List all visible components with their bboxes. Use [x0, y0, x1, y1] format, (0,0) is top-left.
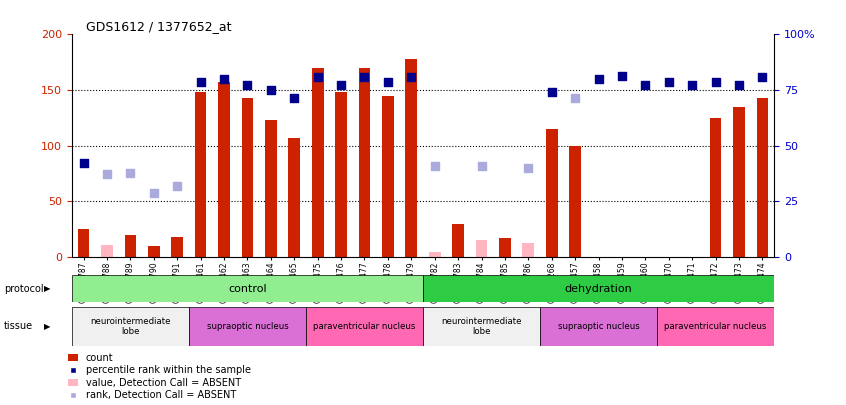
Bar — [756, 98, 768, 257]
Bar — [453, 224, 464, 257]
Bar — [265, 120, 277, 257]
Point — [240, 81, 254, 88]
Text: GDS1612 / 1377652_at: GDS1612 / 1377652_at — [86, 20, 232, 33]
Bar — [306, 307, 423, 346]
Text: dehydration: dehydration — [564, 284, 633, 294]
Point — [358, 74, 371, 80]
Text: supraoptic nucleus: supraoptic nucleus — [206, 322, 288, 331]
Bar — [288, 138, 300, 257]
Point — [569, 95, 582, 101]
Text: neurointermediate
lobe: neurointermediate lobe — [91, 317, 171, 336]
Point — [685, 81, 699, 88]
Point — [404, 74, 418, 80]
Bar — [359, 68, 371, 257]
Bar — [546, 129, 558, 257]
Point — [311, 74, 325, 80]
Bar — [382, 96, 393, 257]
Text: neurointermediate
lobe: neurointermediate lobe — [442, 317, 522, 336]
Point — [170, 183, 184, 189]
Point — [100, 171, 113, 177]
Bar — [124, 235, 136, 257]
Text: ▶: ▶ — [44, 322, 51, 331]
Bar — [475, 241, 487, 257]
Text: paraventricular nucleus: paraventricular nucleus — [664, 322, 766, 331]
Bar — [242, 98, 253, 257]
Point — [639, 81, 652, 88]
Bar — [218, 82, 230, 257]
Bar — [189, 307, 306, 346]
Bar — [335, 92, 347, 257]
Point — [264, 87, 277, 94]
Point — [147, 190, 161, 196]
Bar — [429, 252, 441, 257]
Bar — [172, 237, 183, 257]
Point — [755, 74, 769, 80]
Bar — [710, 118, 722, 257]
Point — [288, 95, 301, 101]
Bar — [72, 275, 423, 302]
Point — [662, 79, 675, 85]
Text: paraventricular nucleus: paraventricular nucleus — [313, 322, 415, 331]
Bar — [78, 229, 90, 257]
Point — [194, 79, 207, 85]
Point — [591, 76, 605, 82]
Bar — [148, 246, 160, 257]
Bar — [423, 275, 774, 302]
Bar — [102, 245, 113, 257]
Text: control: control — [228, 284, 266, 294]
Bar — [195, 92, 206, 257]
Bar — [423, 307, 540, 346]
Bar — [540, 307, 657, 346]
Point — [545, 89, 558, 96]
Point — [124, 169, 137, 176]
Point — [733, 81, 746, 88]
Point — [77, 159, 91, 166]
Text: tissue: tissue — [4, 322, 33, 331]
Bar — [312, 68, 323, 257]
Bar — [733, 107, 744, 257]
Bar — [657, 307, 774, 346]
Point — [217, 76, 231, 82]
Bar — [72, 307, 189, 346]
Text: protocol: protocol — [4, 284, 44, 294]
Bar — [499, 238, 511, 257]
Bar — [405, 59, 417, 257]
Bar — [569, 146, 581, 257]
Point — [381, 79, 394, 85]
Point — [428, 163, 442, 169]
Bar — [523, 243, 534, 257]
Point — [615, 72, 629, 79]
Point — [334, 81, 348, 88]
Text: supraoptic nucleus: supraoptic nucleus — [558, 322, 640, 331]
Point — [709, 79, 722, 85]
Point — [475, 163, 488, 169]
Text: ▶: ▶ — [44, 284, 51, 293]
Point — [521, 165, 536, 171]
Legend: count, percentile rank within the sample, value, Detection Call = ABSENT, rank, : count, percentile rank within the sample… — [69, 353, 250, 400]
